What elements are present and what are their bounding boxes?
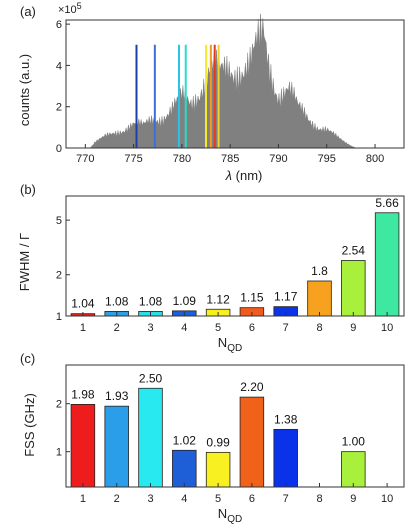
- lambda-unit: (nm): [232, 168, 262, 183]
- fss-bar-label: 2.50: [139, 371, 163, 385]
- fwhm-xtick-label: 8: [316, 322, 322, 334]
- fss-bar-label: 1.98: [71, 387, 95, 401]
- fss-bar-label: 1.93: [105, 389, 129, 403]
- spectrum-xlabel: λ (nm): [225, 168, 263, 183]
- fss-xtick-label: 3: [147, 493, 153, 505]
- fss-bar-label: 0.99: [206, 435, 230, 449]
- fwhm-frame: [65, 195, 405, 317]
- fwhm-ytick-label: 2: [56, 270, 62, 282]
- spectrum-ytick-label: 6: [56, 19, 62, 31]
- fwhm-bar-label: 5.66: [375, 196, 399, 210]
- panel-c-label: (c): [20, 351, 35, 366]
- fwhm-xtick-label: 6: [249, 322, 255, 334]
- exponent-power: 5: [77, 1, 82, 11]
- fwhm-bar-label: 1.08: [139, 294, 163, 308]
- fwhm-xlabel-main: N: [218, 335, 227, 350]
- fwhm-xtick-label: 1: [80, 322, 86, 334]
- fss-bar-9: [341, 451, 366, 488]
- spectrum-area: [89, 13, 356, 149]
- fss-xtick-label: 6: [249, 493, 255, 505]
- spectrum-xtick-label: 800: [366, 153, 384, 165]
- exponent-label: ×105: [58, 1, 82, 16]
- fss-bar-label: 1.02: [173, 433, 197, 447]
- fwhm-bar-10: [374, 212, 400, 317]
- fss-bar-1: [70, 404, 96, 488]
- fwhm-bar-label: 1.17: [274, 290, 298, 304]
- fss-bar-label: 1.38: [274, 412, 298, 426]
- fwhm-xtick-label: 10: [381, 322, 393, 334]
- fwhm-xtick-label: 3: [147, 322, 153, 334]
- fss-xtick-label: 8: [316, 493, 322, 505]
- fwhm-bar-label: 1.12: [206, 292, 230, 306]
- fwhm-ytick-label: 1: [56, 311, 62, 323]
- fss-xtick-label: 4: [181, 493, 187, 505]
- fwhm-xtick-label: 4: [181, 322, 187, 334]
- fwhm-bar-8: [307, 280, 332, 317]
- lambda-symbol: λ: [225, 168, 232, 183]
- spectrum-frame: [65, 19, 405, 149]
- fwhm-bar-label: 1.15: [240, 291, 264, 305]
- fss-xlabel-main: N: [218, 506, 227, 521]
- fss-xtick-label: 7: [283, 493, 289, 505]
- fss-bar-7: [273, 428, 298, 488]
- fwhm-xtick-label: 5: [215, 322, 221, 334]
- fwhm-ytick-label: 5: [56, 215, 62, 227]
- fwhm-bar-9: [341, 260, 366, 317]
- fss-xlabel: NQD: [218, 506, 242, 525]
- spectrum-ytick-label: 4: [56, 60, 62, 72]
- spectrum-ytick-label: 0: [56, 143, 62, 155]
- spectrum-xtick-label: 770: [76, 153, 94, 165]
- fwhm-panel: (b) FWHM / Γ NQD 1.04 1 1.08 2 1.08 3 1.09 4 1.1…: [17, 182, 405, 354]
- spectrum-ytick-label: 2: [56, 102, 62, 114]
- fwhm-bar-label: 1.09: [173, 294, 197, 308]
- fss-ytick-label: 1: [56, 447, 62, 459]
- fwhm-bar-label: 1.08: [105, 294, 129, 308]
- fss-ytick-label: 2: [56, 399, 62, 411]
- fwhm-bar-label: 1.8: [311, 264, 328, 278]
- fss-bar-label: 2.20: [240, 380, 264, 394]
- fwhm-xtick-label: 9: [350, 322, 356, 334]
- fss-bar-3: [138, 387, 163, 488]
- panel-b-label: (b): [20, 182, 36, 197]
- fss-bar-4: [172, 449, 197, 488]
- fss-xtick-label: 5: [215, 493, 221, 505]
- gamma-symbol: Γ: [17, 233, 32, 240]
- fwhm-xlabel: NQD: [218, 335, 242, 354]
- fwhm-bar-label: 1.04: [71, 297, 95, 311]
- spectrum-xtick-label: 780: [173, 153, 191, 165]
- fss-xtick-label: 10: [381, 493, 393, 505]
- fss-frame: [65, 364, 405, 488]
- spectrum-xtick-label: 790: [269, 153, 287, 165]
- spectrum-panel: (a) ×105 counts (a.u.) λ (nm) 770 775 780 7…: [17, 1, 405, 183]
- fwhm-xtick-label: 2: [114, 322, 120, 334]
- fwhm-xlabel-sub: QD: [227, 343, 242, 354]
- panel-a-label: (a): [20, 4, 36, 19]
- fwhm-xtick-label: 7: [283, 322, 289, 334]
- fss-bar-6: [239, 396, 265, 488]
- exponent-base: ×10: [58, 4, 77, 16]
- fss-xlabel-sub: QD: [227, 514, 242, 525]
- fss-xtick-label: 2: [114, 493, 120, 505]
- fwhm-ylabel-main: FWHM /: [17, 240, 32, 291]
- spectrum-xtick-label: 785: [221, 153, 239, 165]
- spectrum-xtick-label: 795: [318, 153, 336, 165]
- fss-panel: (c) FSS (GHz) NQD 1.98 1 1.93 2 2.50 3 1.02 4 0.…: [20, 351, 405, 525]
- fss-bar-label: 1.00: [342, 435, 366, 449]
- fss-xtick-label: 1: [80, 493, 86, 505]
- spectrum-ylabel: counts (a.u.): [17, 54, 32, 126]
- fss-bar-2: [104, 405, 129, 488]
- fwhm-bar-label: 2.54: [342, 243, 366, 257]
- fss-xtick-label: 9: [350, 493, 356, 505]
- spectrum-xtick-label: 775: [124, 153, 142, 165]
- fss-bar-5: [205, 451, 231, 488]
- fss-ylabel: FSS (GHz): [22, 393, 37, 457]
- fwhm-ylabel: FWHM / Γ: [17, 233, 32, 291]
